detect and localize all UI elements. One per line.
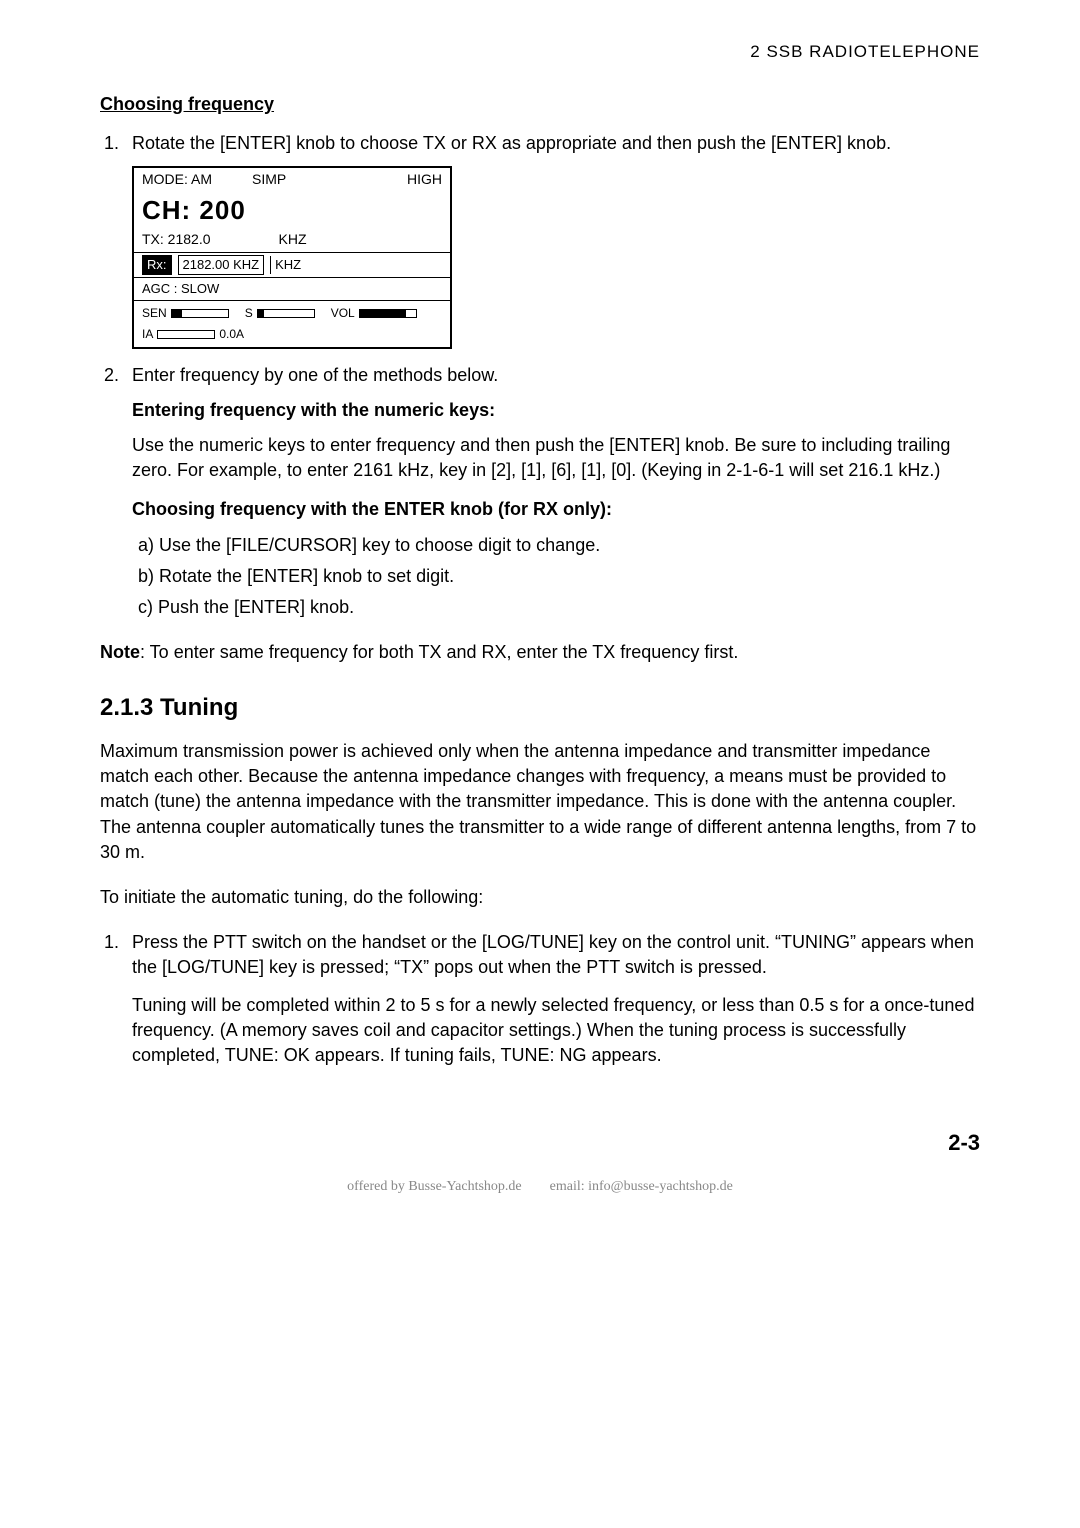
vol-label: VOL — [331, 305, 355, 322]
mode-label: MODE: AM — [142, 170, 212, 190]
item-a: a) Use the [FILE/CURSOR] key to choose d… — [132, 533, 980, 558]
choosing-freq-heading: Choosing frequency — [100, 92, 980, 117]
tuning-step-1-text: Press the PTT switch on the handset or t… — [132, 930, 980, 980]
rx-row: Rx: 2182.00 KHZ KHZ — [134, 253, 450, 278]
step-1-text: Rotate the [ENTER] knob to choose TX or … — [132, 131, 980, 156]
tuning-para-1: Maximum transmission power is achieved o… — [100, 739, 980, 865]
step-1: 1. Rotate the [ENTER] knob to choose TX … — [100, 131, 980, 156]
note-rest: : To enter same frequency for both TX an… — [140, 642, 738, 662]
step-1-num: 1. — [104, 131, 132, 156]
simp-label: SIMP — [252, 170, 286, 190]
channel-label: CH: 200 — [134, 192, 450, 228]
tx-unit: KHZ — [279, 230, 307, 250]
agc-row: AGC : SLOW — [134, 278, 450, 301]
ia-bar — [157, 330, 215, 339]
s-bar — [257, 309, 315, 318]
tuning-heading: 2.1.3 Tuning — [100, 691, 980, 725]
ia-label: IA — [142, 326, 153, 343]
tx-row: TX: 2182.0 KHZ — [134, 228, 450, 253]
meters-row: SEN S VOL IA 0.0A — [134, 301, 450, 347]
entering-freq-head: Entering frequency with the numeric keys… — [132, 398, 980, 423]
tuning-para-2: To initiate the automatic tuning, do the… — [100, 885, 980, 910]
tx-value: TX: 2182.0 — [142, 230, 211, 250]
s-label: S — [245, 305, 253, 322]
choosing-freq-head: Choosing frequency with the ENTER knob (… — [132, 497, 980, 522]
note-line: Note: To enter same frequency for both T… — [100, 640, 980, 665]
sen-label: SEN — [142, 305, 167, 322]
radio-display: MODE: AM SIMP HIGH CH: 200 TX: 2182.0 KH… — [132, 166, 452, 349]
high-label: HIGH — [407, 170, 442, 190]
rx-unit: KHZ — [270, 256, 301, 274]
rx-label: Rx: — [142, 255, 172, 275]
radio-top-row: MODE: AM SIMP HIGH — [134, 168, 450, 192]
ia-value: 0.0A — [219, 326, 244, 343]
step-2-num: 2. — [104, 363, 132, 388]
item-c: c) Push the [ENTER] knob. — [132, 595, 980, 620]
choosing-freq-block: Choosing frequency with the ENTER knob (… — [100, 497, 980, 620]
step-2-text: Enter frequency by one of the methods be… — [132, 363, 980, 388]
step-2: 2. Enter frequency by one of the methods… — [100, 363, 980, 388]
entering-freq-body: Use the numeric keys to enter frequency … — [132, 433, 980, 483]
page-number: 2-3 — [100, 1128, 980, 1159]
tuning-step-1-cont: Tuning will be completed within 2 to 5 s… — [132, 993, 980, 1069]
rx-value: 2182.00 KHZ — [178, 255, 265, 275]
entering-freq-block: Entering frequency with the numeric keys… — [100, 398, 980, 484]
chapter-header: 2 SSB RADIOTELEPHONE — [100, 40, 980, 64]
note-bold: Note — [100, 642, 140, 662]
footer-text: offered by Busse-Yachtshop.de email: inf… — [100, 1177, 980, 1197]
item-b: b) Rotate the [ENTER] knob to set digit. — [132, 564, 980, 589]
sen-bar — [171, 309, 229, 318]
tuning-step-1: 1. Press the PTT switch on the handset o… — [100, 930, 980, 1068]
tuning-step-1-num: 1. — [104, 930, 132, 1068]
vol-bar — [359, 309, 417, 318]
